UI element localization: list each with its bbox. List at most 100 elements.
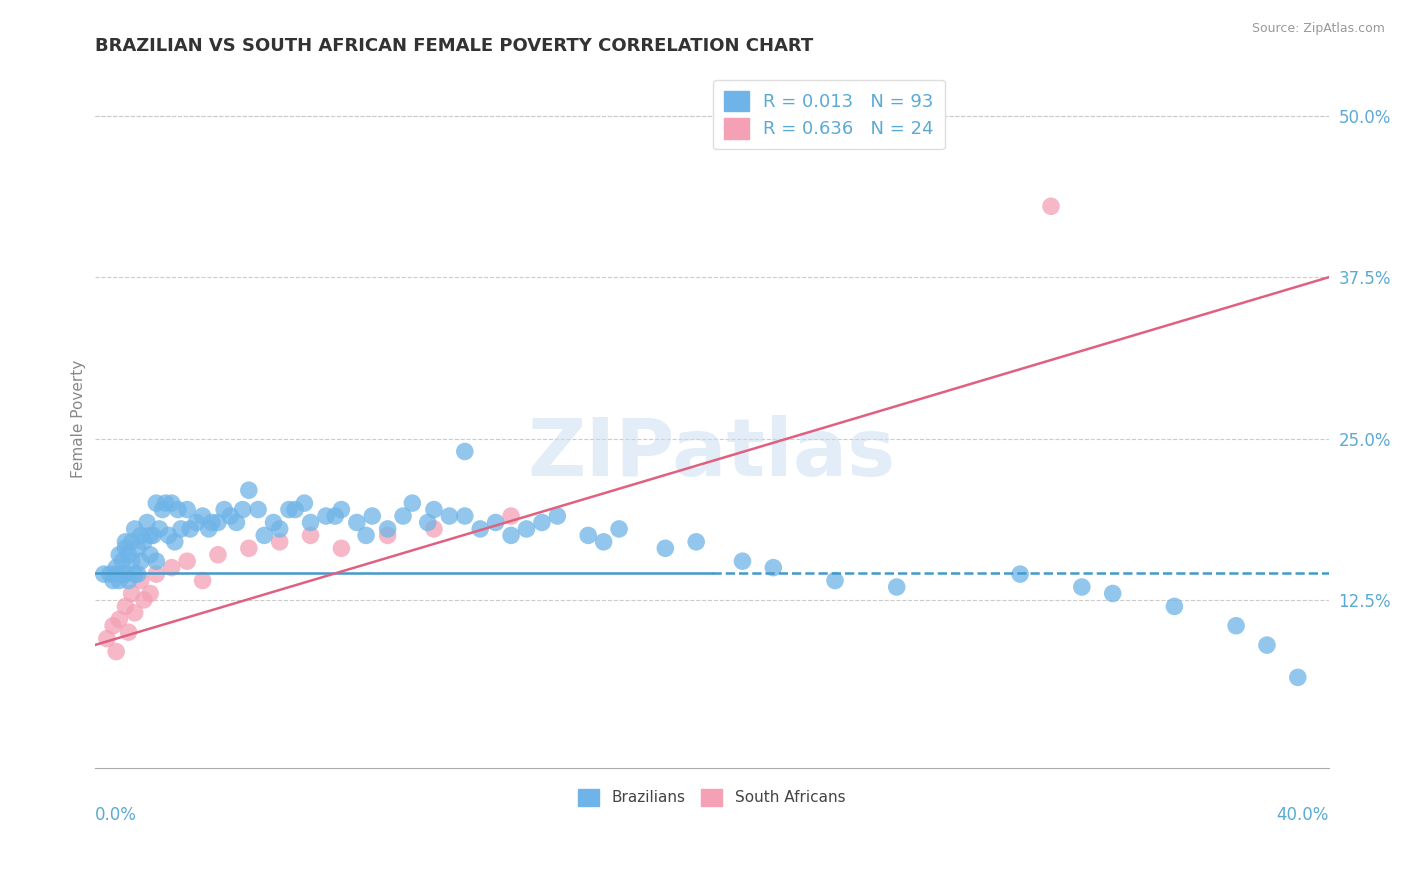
Text: 40.0%: 40.0% bbox=[1277, 806, 1329, 824]
Point bbox=[238, 541, 260, 556]
Point bbox=[207, 548, 229, 562]
Point bbox=[247, 502, 270, 516]
Point bbox=[1101, 586, 1123, 600]
Point bbox=[191, 509, 214, 524]
Point bbox=[315, 509, 337, 524]
Point bbox=[1070, 580, 1092, 594]
Point bbox=[201, 516, 224, 530]
Point bbox=[886, 580, 908, 594]
Point bbox=[1163, 599, 1185, 614]
Point bbox=[121, 554, 143, 568]
Point bbox=[392, 509, 415, 524]
Text: 0.0%: 0.0% bbox=[94, 806, 136, 824]
Point bbox=[101, 618, 124, 632]
Point bbox=[163, 534, 186, 549]
Point bbox=[423, 522, 446, 536]
Point bbox=[530, 516, 553, 530]
Point bbox=[132, 534, 155, 549]
Point bbox=[121, 534, 143, 549]
Point bbox=[263, 516, 285, 530]
Point bbox=[105, 644, 128, 658]
Point bbox=[179, 522, 201, 536]
Point bbox=[127, 567, 149, 582]
Point bbox=[111, 567, 134, 582]
Point bbox=[157, 528, 180, 542]
Point bbox=[121, 586, 143, 600]
Point bbox=[111, 554, 134, 568]
Point bbox=[269, 534, 291, 549]
Point bbox=[105, 567, 128, 582]
Point bbox=[354, 528, 377, 542]
Point bbox=[136, 516, 159, 530]
Point bbox=[117, 548, 139, 562]
Point bbox=[253, 528, 276, 542]
Point bbox=[423, 502, 446, 516]
Text: ZIPatlas: ZIPatlas bbox=[527, 415, 896, 493]
Point bbox=[361, 509, 384, 524]
Point bbox=[108, 612, 131, 626]
Point bbox=[117, 574, 139, 588]
Point bbox=[160, 560, 183, 574]
Point bbox=[439, 509, 461, 524]
Point bbox=[101, 574, 124, 588]
Point bbox=[124, 522, 146, 536]
Point bbox=[139, 528, 162, 542]
Point bbox=[212, 502, 235, 516]
Point bbox=[167, 502, 190, 516]
Point bbox=[232, 502, 254, 516]
Point bbox=[176, 502, 198, 516]
Legend: Brazilians, South Africans: Brazilians, South Africans bbox=[572, 782, 851, 813]
Point bbox=[152, 502, 174, 516]
Point bbox=[485, 516, 508, 530]
Point bbox=[96, 632, 118, 646]
Point bbox=[546, 509, 568, 524]
Point bbox=[330, 502, 353, 516]
Text: BRAZILIAN VS SOUTH AFRICAN FEMALE POVERTY CORRELATION CHART: BRAZILIAN VS SOUTH AFRICAN FEMALE POVERT… bbox=[94, 37, 813, 55]
Point bbox=[145, 554, 167, 568]
Point bbox=[129, 554, 152, 568]
Point bbox=[155, 496, 177, 510]
Point bbox=[145, 567, 167, 582]
Point bbox=[731, 554, 754, 568]
Point bbox=[762, 560, 785, 574]
Point bbox=[607, 522, 630, 536]
Point bbox=[139, 586, 162, 600]
Point bbox=[292, 496, 315, 510]
Point bbox=[824, 574, 846, 588]
Point bbox=[117, 625, 139, 640]
Point bbox=[225, 516, 247, 530]
Point bbox=[1256, 638, 1278, 652]
Point bbox=[416, 516, 439, 530]
Point bbox=[98, 567, 121, 582]
Point bbox=[1039, 199, 1062, 213]
Point bbox=[377, 522, 399, 536]
Point bbox=[160, 496, 183, 510]
Point bbox=[299, 528, 322, 542]
Point bbox=[219, 509, 242, 524]
Point bbox=[454, 444, 477, 458]
Point bbox=[330, 541, 353, 556]
Point bbox=[186, 516, 208, 530]
Point bbox=[1010, 567, 1032, 582]
Point bbox=[197, 522, 219, 536]
Point bbox=[576, 528, 599, 542]
Point bbox=[114, 541, 136, 556]
Point bbox=[132, 593, 155, 607]
Point bbox=[269, 522, 291, 536]
Point bbox=[299, 516, 322, 530]
Point bbox=[401, 496, 423, 510]
Point bbox=[129, 574, 152, 588]
Point bbox=[145, 496, 167, 510]
Point bbox=[207, 516, 229, 530]
Point bbox=[346, 516, 368, 530]
Point bbox=[323, 509, 346, 524]
Point bbox=[238, 483, 260, 498]
Point bbox=[139, 548, 162, 562]
Point bbox=[148, 522, 170, 536]
Point bbox=[129, 528, 152, 542]
Text: Source: ZipAtlas.com: Source: ZipAtlas.com bbox=[1251, 22, 1385, 36]
Point bbox=[170, 522, 193, 536]
Point bbox=[127, 541, 149, 556]
Point bbox=[114, 599, 136, 614]
Point bbox=[499, 528, 522, 542]
